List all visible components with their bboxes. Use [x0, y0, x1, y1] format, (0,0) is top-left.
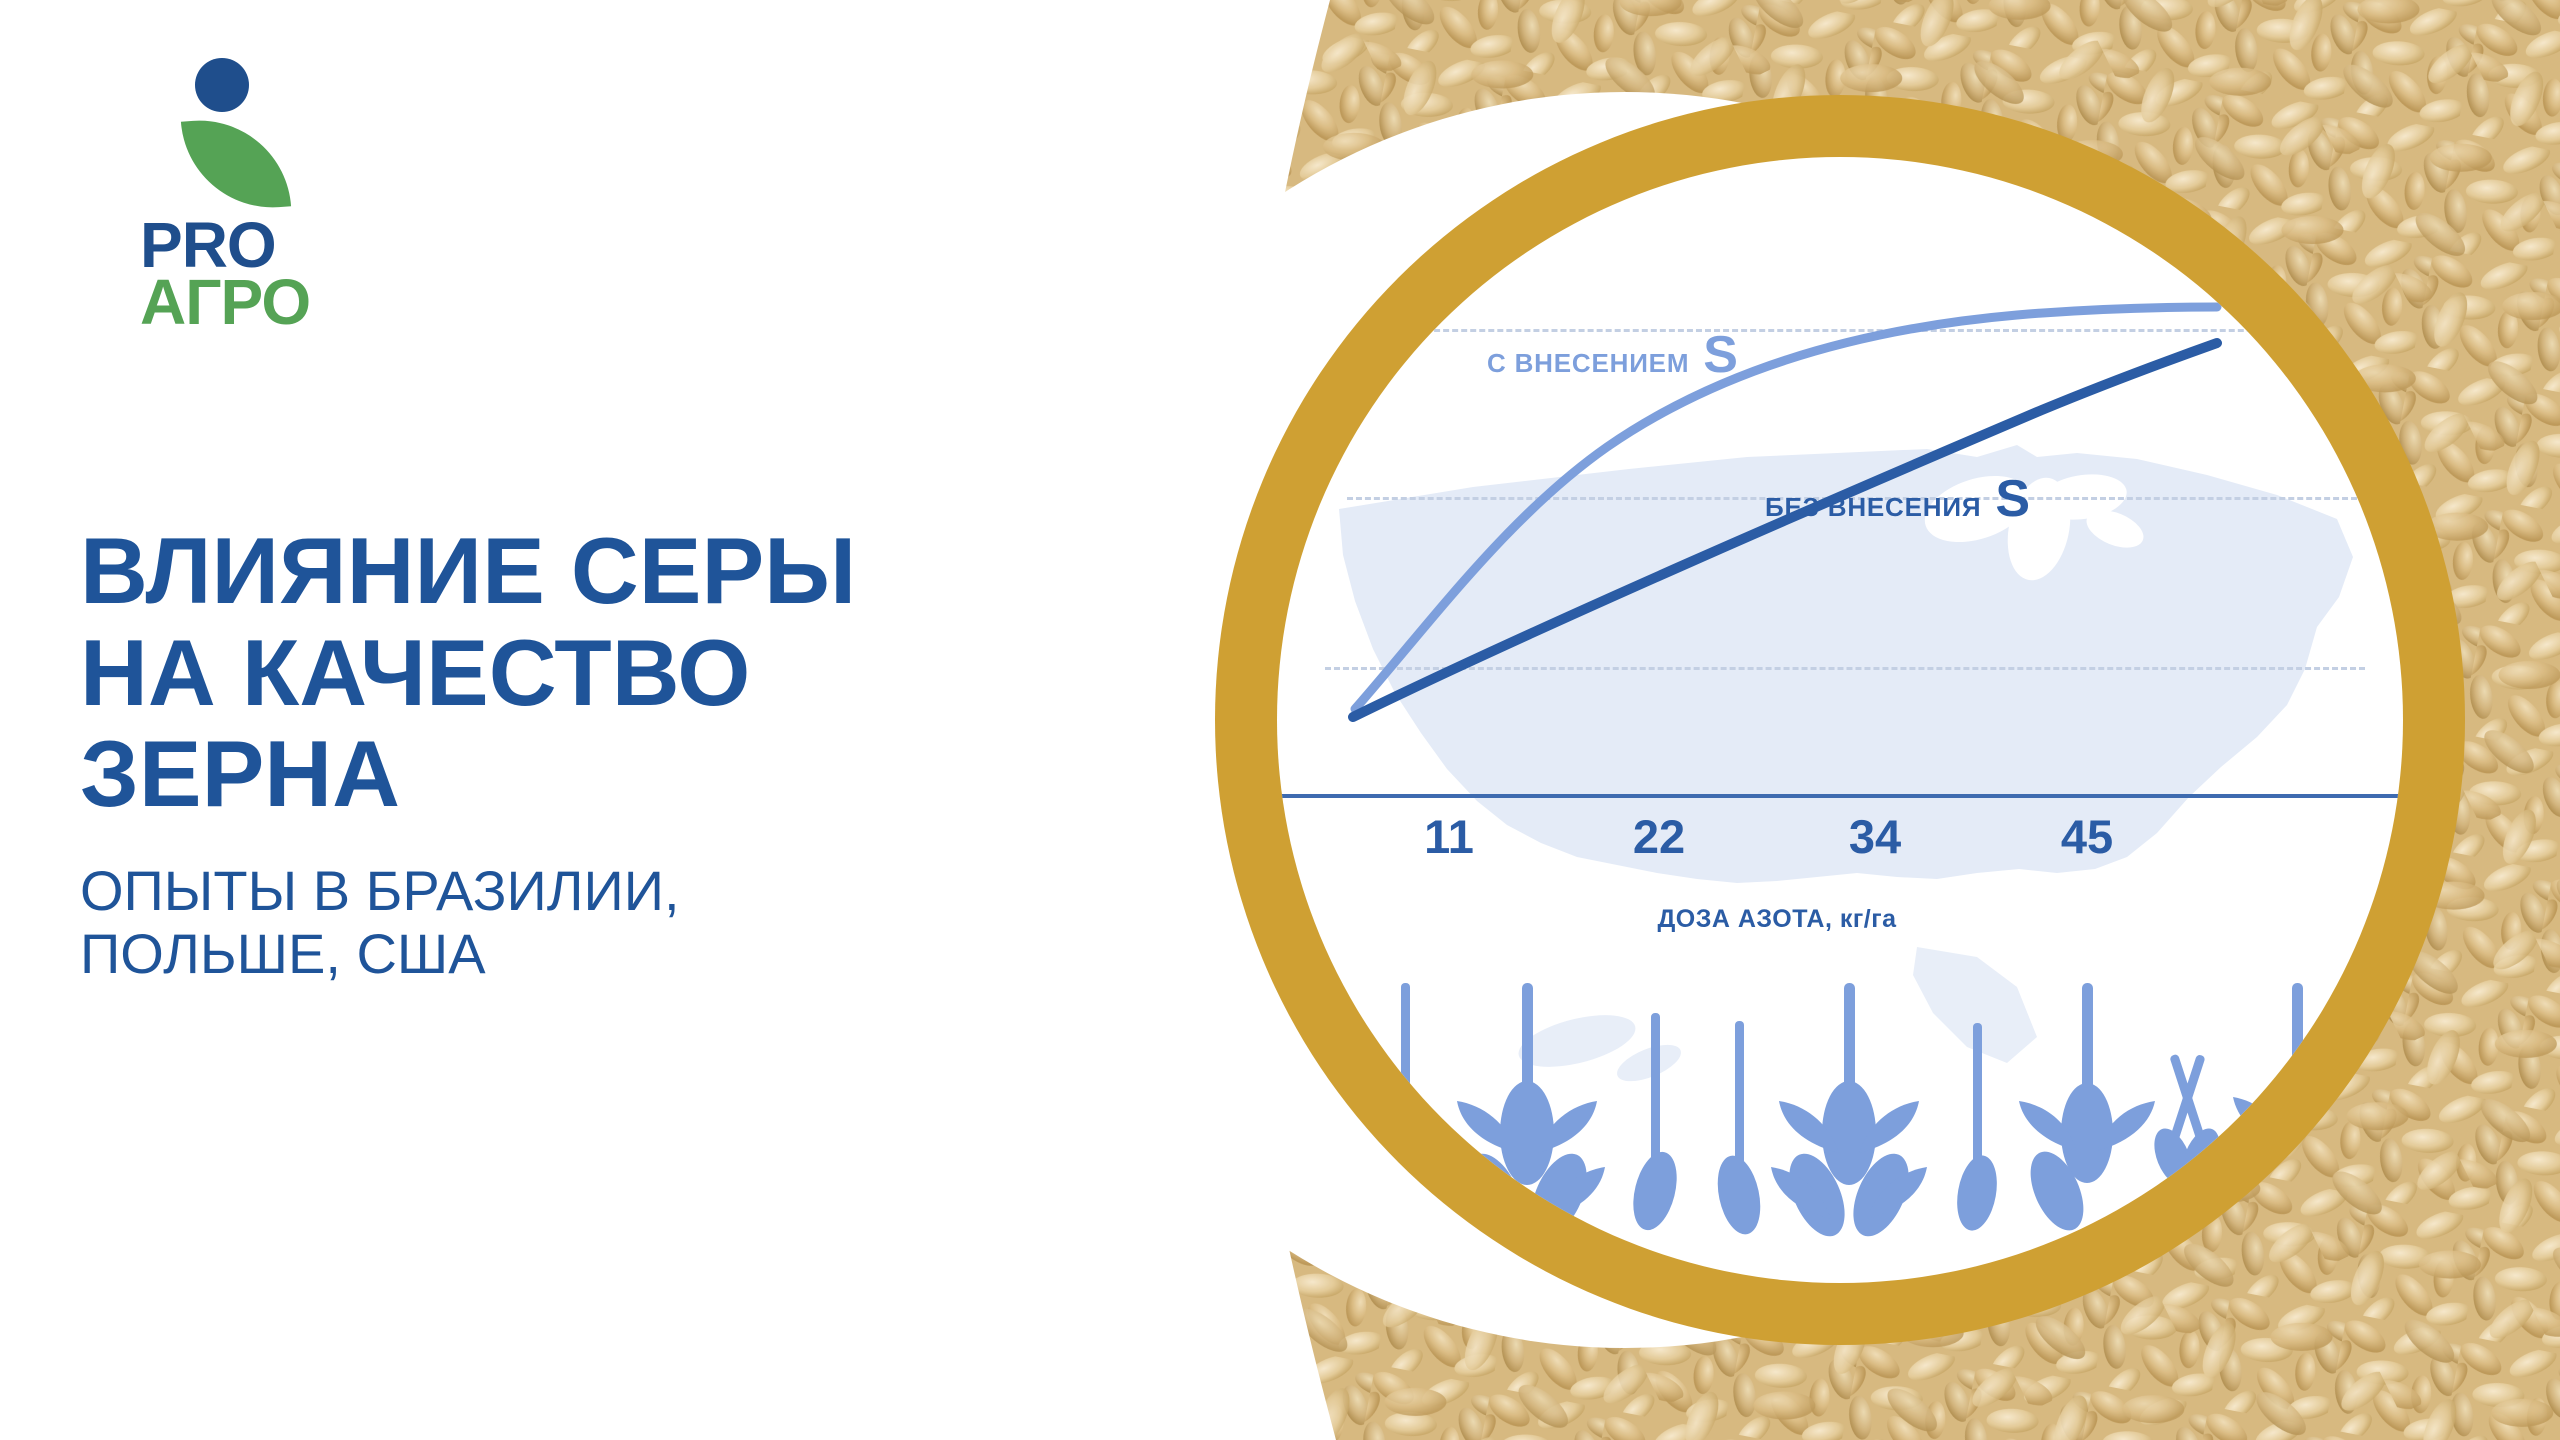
- legend-with-sulfur-label: С ВНЕСЕНИЕМ: [1487, 348, 1690, 378]
- page-title: ВЛИЯНИЕ СЕРЫ НА КАЧЕСТВО ЗЕРНА: [80, 520, 1100, 825]
- wheat-stalk-icons: [1385, 983, 2322, 1241]
- x-tick-22: 22: [1632, 810, 1686, 863]
- page-subtitle: ОПЫТЫ В БРАЗИЛИИ, ПОЛЬШЕ, США: [80, 859, 1100, 985]
- page-subtitle-line-1: ОПЫТЫ В БРАЗИЛИИ,: [80, 859, 680, 922]
- logo-word-pro: PRO: [140, 209, 277, 281]
- x-axis-title: ДОЗА АЗОТА, кг/га: [1657, 905, 1897, 933]
- chart-disc: С ВНЕСЕНИЕМ S БЕЗ ВНЕСЕНИЯ S 11 22 34 45…: [1277, 157, 2403, 1283]
- logo-word-agro: АГРО: [140, 266, 311, 338]
- usa-map-silhouette-icon: [1339, 445, 2353, 1082]
- page-subtitle-line-2: ПОЛЬШЕ, США: [80, 921, 486, 985]
- x-tick-45: 45: [2060, 810, 2114, 863]
- legend-without-sulfur-label: БЕЗ ВНЕСЕНИЯ: [1765, 492, 1982, 522]
- page-title-line-1: ВЛИЯНИЕ СЕРЫ: [80, 518, 857, 623]
- line-chart: С ВНЕСЕНИЕМ S БЕЗ ВНЕСЕНИЯ S 11 22 34 45…: [1277, 157, 2403, 1283]
- legend-with-sulfur-symbol: S: [1703, 326, 1738, 384]
- series-path-with-sulfur: [1350, 302, 2222, 714]
- x-axis-line: [1277, 794, 2403, 798]
- legend-without-sulfur: БЕЗ ВНЕСЕНИЯ S: [1765, 470, 2030, 528]
- person-head-dot-icon: [195, 58, 249, 112]
- x-tick-11: 11: [1424, 810, 1474, 863]
- left-content-panel: PRO АГРО ВЛИЯНИЕ СЕРЫ НА КАЧЕСТВО ЗЕРНА …: [0, 0, 1180, 1440]
- x-tick-34: 34: [1848, 810, 1902, 863]
- page-title-line-3: ЗЕРНА: [80, 721, 401, 827]
- page-title-line-2: НА КАЧЕСТВО: [80, 619, 751, 725]
- proagro-logo[interactable]: PRO АГРО: [140, 58, 350, 358]
- chart-circle: С ВНЕСЕНИЕМ S БЕЗ ВНЕСЕНИЯ S 11 22 34 45…: [1215, 95, 2465, 1345]
- legend-with-sulfur: С ВНЕСЕНИЕМ S: [1487, 326, 1738, 384]
- gridline-middle: [1347, 497, 2357, 500]
- gridline-top: [1407, 329, 2307, 332]
- gridline-bottom: [1325, 667, 2365, 670]
- legend-without-sulfur-symbol: S: [1995, 470, 2030, 528]
- series-path-without-sulfur: [1348, 338, 2222, 722]
- leaf-icon: [180, 114, 292, 214]
